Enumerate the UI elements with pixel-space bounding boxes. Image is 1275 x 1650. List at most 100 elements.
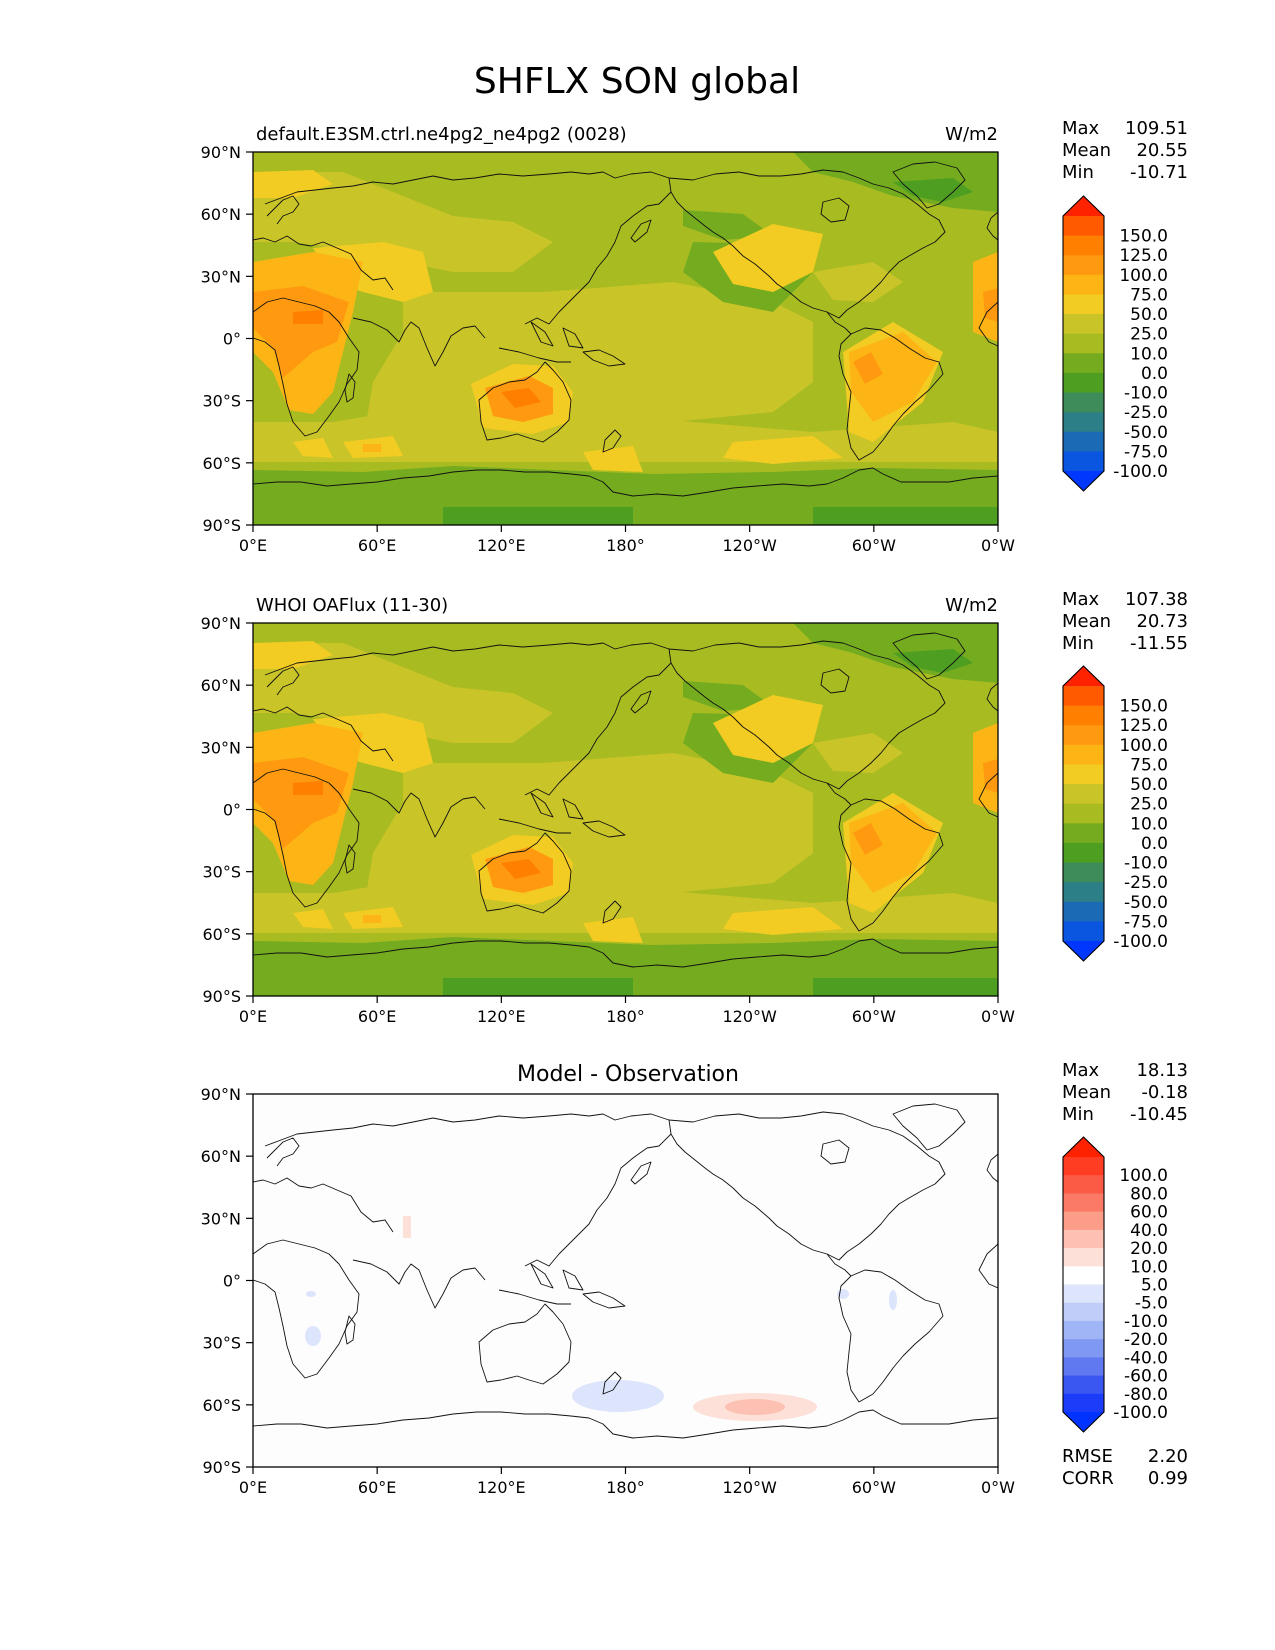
colorbar-extend-min (1063, 941, 1104, 961)
colorbar-label: 75.0 (1130, 755, 1168, 775)
panel-model: default.E3SM.ctrl.ne4pg2_ne4pg2 (0028) W… (201, 118, 1188, 555)
colorbar-segment (1063, 823, 1104, 844)
colorbar-label: 50.0 (1130, 775, 1168, 795)
lat-tick-label: 0° (223, 330, 241, 349)
colorbar-segment (1063, 1284, 1104, 1304)
lat-tick-label: 60°N (201, 1147, 241, 1166)
colorbar-label: -60.0 (1124, 1367, 1168, 1387)
panel-3-colorbar: 100.080.060.040.020.010.05.0-5.0-10.0-20… (1062, 1136, 1168, 1433)
lon-tick-label: 60°W (852, 1478, 896, 1497)
colorbar-segment (1063, 1175, 1104, 1194)
stat-mean-label: Mean (1062, 140, 1111, 161)
colorbar-label: 10.0 (1130, 1257, 1168, 1277)
colorbar-label: -100.0 (1113, 462, 1168, 482)
lat-tick-label: 0° (223, 1272, 241, 1291)
lon-tick-label: 120°E (477, 1007, 526, 1026)
colorbar-segment (1063, 862, 1104, 883)
corr-value: 0.99 (1148, 1468, 1188, 1489)
colorbar-label: -50.0 (1124, 423, 1168, 443)
lat-tick-label: 90°S (202, 1458, 241, 1477)
lon-tick-label: 0°W (981, 536, 1015, 555)
colorbar-label: 100.0 (1119, 1166, 1168, 1186)
rmse-value: 2.20 (1148, 1446, 1188, 1467)
colorbar-segment (1063, 784, 1104, 805)
colorbar-extend-min (1063, 1412, 1104, 1432)
colorbar-segment (1063, 235, 1104, 256)
lon-tick-label: 180° (606, 1478, 645, 1497)
lon-tick-label: 60°W (852, 536, 896, 555)
colorbar-segment (1063, 1375, 1104, 1395)
lat-tick-label: 90°N (201, 1085, 241, 1104)
colorbar-label: -20.0 (1124, 1330, 1168, 1350)
stat-min-value: -10.45 (1130, 1104, 1188, 1125)
lat-tick-label: 60°N (201, 676, 241, 695)
colorbar-segment (1063, 1157, 1104, 1176)
stat-max-label: Max (1062, 589, 1100, 610)
colorbar-label: -25.0 (1124, 873, 1168, 893)
lat-tick-label: 30°N (201, 1209, 241, 1228)
panel-difference: Model - Observation 90°N 60°N 30°N 0° 30°S 60… (201, 1060, 1188, 1497)
lon-tick-label: 0°E (239, 1478, 267, 1497)
colorbar-label: 0.0 (1141, 364, 1168, 384)
colorbar-segment (1063, 216, 1104, 237)
colorbar-segment (1063, 764, 1104, 785)
stat-mean-label: Mean (1062, 1082, 1111, 1103)
lat-tick-label: 60°N (201, 205, 241, 224)
colorbar-segment (1063, 725, 1104, 746)
lon-tick-label: 120°E (477, 1478, 526, 1497)
colorbar-label: 40.0 (1130, 1221, 1168, 1241)
lat-tick-label: 30°S (202, 863, 241, 882)
stat-max-value: 107.38 (1125, 589, 1188, 610)
colorbar-segment (1063, 1266, 1104, 1285)
colorbar-label: -10.0 (1124, 384, 1168, 404)
colorbar-label: -50.0 (1124, 893, 1168, 913)
colorbar-segment (1063, 803, 1104, 824)
colorbar-segment (1063, 1393, 1104, 1413)
colorbar-segment (1063, 1320, 1104, 1340)
colorbar-label: 125.0 (1119, 246, 1168, 266)
lon-tick-label: 120°W (722, 1478, 777, 1497)
figure-title: SHFLX SON global (474, 61, 800, 102)
colorbar-label: -40.0 (1124, 1348, 1168, 1368)
colorbar-segment (1063, 901, 1104, 922)
colorbar-label: 100.0 (1119, 736, 1168, 756)
colorbar-segment (1063, 1193, 1104, 1213)
colorbar-segment (1063, 921, 1104, 942)
lon-tick-label: 180° (606, 1007, 645, 1026)
colorbar-label: 10.0 (1130, 814, 1168, 834)
colorbar-label: 75.0 (1130, 285, 1168, 305)
colorbar-label: -80.0 (1124, 1385, 1168, 1405)
colorbar-segment (1063, 1302, 1104, 1322)
stat-min-value: -11.55 (1130, 633, 1188, 654)
lat-tick-label: 60°S (202, 925, 241, 944)
panel-1-units: W/m2 (945, 124, 998, 145)
panel-2-map (253, 623, 998, 996)
colorbar-extend-min (1063, 471, 1104, 491)
panel-3-fit-stats: RMSE 2.20 CORR 0.99 (1062, 1446, 1188, 1489)
colorbar-label: 25.0 (1130, 325, 1168, 345)
colorbar-segment (1063, 451, 1104, 472)
stat-max-value: 18.13 (1136, 1060, 1188, 1081)
lat-tick-label: 90°S (202, 516, 241, 535)
lat-tick-label: 30°N (201, 267, 241, 286)
stat-max-value: 109.51 (1125, 118, 1188, 139)
colorbar-segment (1063, 882, 1104, 903)
panel-2-title: WHOI OAFlux (11-30) (256, 595, 448, 616)
colorbar-segment (1063, 705, 1104, 726)
colorbar-segment (1063, 686, 1104, 707)
lon-tick-label: 60°E (358, 1478, 396, 1497)
stat-min-label: Min (1062, 633, 1094, 654)
colorbar-segment (1063, 1339, 1104, 1358)
panel-2-colorbar: 150.0125.0100.075.050.025.010.00.0-10.0-… (1062, 665, 1168, 962)
colorbar-segment (1063, 744, 1104, 765)
colorbar-label: 10.0 (1130, 344, 1168, 364)
colorbar-segment (1063, 842, 1104, 864)
stat-max-label: Max (1062, 118, 1100, 139)
stat-mean-value: 20.55 (1136, 140, 1188, 161)
panel-3-title: Model - Observation (517, 1062, 739, 1087)
stat-min-label: Min (1062, 1104, 1094, 1125)
lon-tick-label: 0°E (239, 536, 267, 555)
colorbar-segment (1063, 431, 1104, 452)
lat-tick-label: 60°S (202, 454, 241, 473)
